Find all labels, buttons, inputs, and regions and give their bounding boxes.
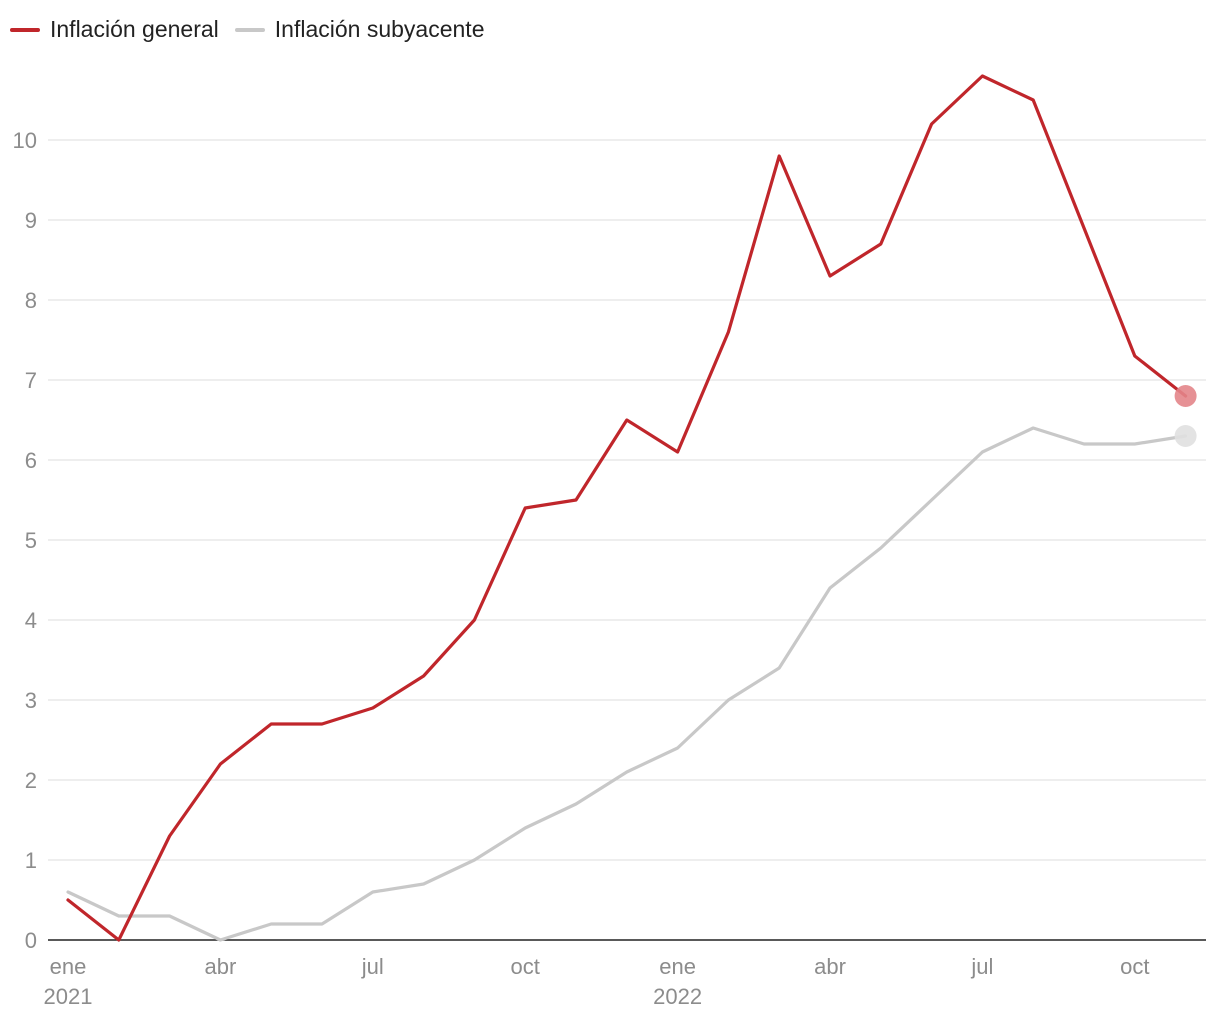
y-tick-label-3: 3 — [25, 688, 37, 713]
x-tick-label-2: jul — [361, 954, 384, 979]
x-tick-label-1: abr — [205, 954, 237, 979]
legend-item-subyacente[interactable]: Inflación subyacente — [234, 16, 485, 43]
series-line-0 — [66, 74, 1188, 942]
series-line-1 — [66, 426, 1188, 942]
y-tick-label-10: 10 — [13, 128, 37, 153]
x-axis-ticks: ene 2021 abr jul oct ene 2022 abr jul oct — [44, 954, 1150, 1009]
y-tick-label-2: 2 — [25, 768, 37, 793]
series-end-marker-1 — [1174, 425, 1197, 447]
y-tick-label-7: 7 — [25, 368, 37, 393]
grid — [48, 139, 1206, 941]
x-tick-label-7: oct — [1120, 954, 1149, 979]
legend: Inflación general Inflación subyacente — [10, 16, 485, 43]
series — [66, 74, 1197, 942]
y-tick-label-4: 4 — [25, 608, 37, 633]
y-tick-label-6: 6 — [25, 448, 37, 473]
y-tick-label-8: 8 — [25, 288, 37, 313]
legend-item-general[interactable]: Inflación general — [10, 16, 219, 43]
y-tick-label-1: 1 — [25, 848, 37, 873]
x-tick-label-3: oct — [511, 954, 540, 979]
x-tick-label-4: ene — [659, 954, 696, 979]
y-axis-ticks: 0 1 2 3 4 5 6 7 8 9 10 — [13, 128, 37, 953]
x-tick-year-0: 2021 — [44, 984, 93, 1009]
legend-label-subyacente: Inflación subyacente — [274, 16, 485, 42]
y-tick-label-9: 9 — [25, 208, 37, 233]
legend-swatch-general — [10, 27, 40, 32]
x-tick-label-6: jul — [970, 954, 993, 979]
x-tick-year-4: 2022 — [653, 984, 702, 1009]
series-end-marker-0 — [1174, 385, 1197, 407]
y-tick-label-5: 5 — [25, 528, 37, 553]
x-tick-label-0: ene — [50, 954, 87, 979]
y-tick-label-0: 0 — [25, 928, 37, 953]
legend-swatch-subyacente — [234, 27, 265, 32]
x-tick-label-5: abr — [814, 954, 846, 979]
legend-label-general: Inflación general — [50, 16, 219, 42]
